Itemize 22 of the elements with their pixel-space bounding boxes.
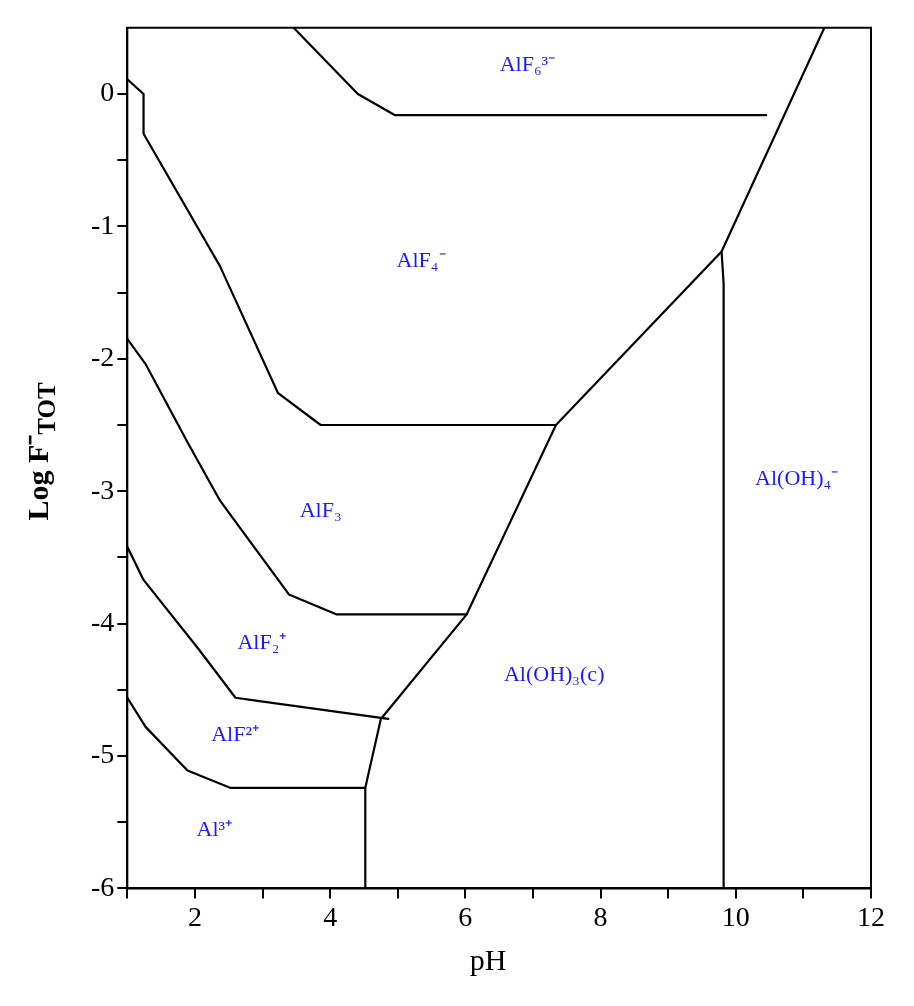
x-axis-title: pH [468,943,508,977]
annotation: AlF₂⁺ [237,628,287,654]
y-tick-label: -5 [91,738,115,770]
annotation: AlF₆³⁻ [499,50,556,76]
x-tick-label: 2 [187,900,202,932]
y-tick-label: -2 [91,341,115,373]
annotation: AlF²⁺ [211,720,260,746]
y-tick-label: -1 [91,208,115,240]
annotation: AlF₄⁻ [396,246,446,272]
y-tick-label: -6 [91,870,115,902]
annotation: Al(OH)₄⁻ [755,465,839,491]
x-tick-label: 4 [323,900,338,932]
annotation: AlF₃ [299,497,342,523]
annotation: Al³⁺ [196,815,233,841]
annotation: Al(OH)₃(c) [503,660,605,686]
y-tick-label: 0 [100,76,115,108]
x-tick-label: 10 [721,900,750,932]
x-tick-label: 8 [593,900,608,932]
x-tick-label: 12 [857,900,885,932]
y-tick-label: -4 [91,605,115,637]
y-tick-label: -3 [91,473,115,505]
x-tick-label: 6 [458,900,473,932]
